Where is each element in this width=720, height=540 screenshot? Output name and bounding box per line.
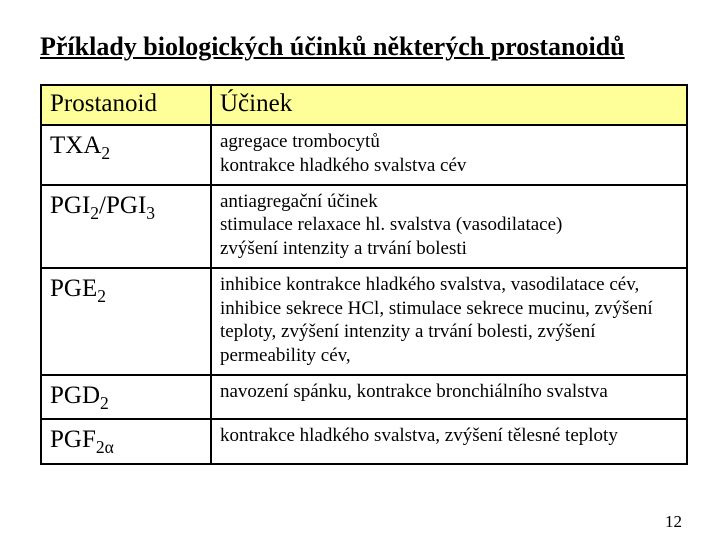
page-number: 12 xyxy=(665,512,682,532)
table-body: TXA2agregace trombocytůkontrakce hladkéh… xyxy=(41,125,687,464)
col-header-effect: Účinek xyxy=(211,85,687,125)
page-title: Příklady biologických účinků některých p… xyxy=(40,32,688,62)
prostanoid-cell: PGD2 xyxy=(41,375,211,420)
table-row: TXA2agregace trombocytůkontrakce hladkéh… xyxy=(41,125,687,185)
table-row: PGF2αkontrakce hladkého svalstva, zvýšen… xyxy=(41,419,687,464)
effect-cell: inhibice kontrakce hladkého svalstva, va… xyxy=(211,268,687,375)
prostanoid-cell: PGI2/PGI3 xyxy=(41,185,211,268)
prostanoid-cell: PGE2 xyxy=(41,268,211,375)
effect-cell: agregace trombocytůkontrakce hladkého sv… xyxy=(211,125,687,185)
table-row: PGE2inhibice kontrakce hladkého svalstva… xyxy=(41,268,687,375)
slide: Příklady biologických účinků některých p… xyxy=(0,0,720,465)
table-row: PGI2/PGI3antiagregační účinekstimulace r… xyxy=(41,185,687,268)
table-row: PGD2navození spánku, kontrakce bronchiál… xyxy=(41,375,687,420)
effect-cell: kontrakce hladkého svalstva, zvýšení těl… xyxy=(211,419,687,464)
effect-cell: antiagregační účinekstimulace relaxace h… xyxy=(211,185,687,268)
prostanoid-cell: TXA2 xyxy=(41,125,211,185)
table-header-row: Prostanoid Účinek xyxy=(41,85,687,125)
col-header-prostanoid: Prostanoid xyxy=(41,85,211,125)
prostanoid-table: Prostanoid Účinek TXA2agregace trombocyt… xyxy=(40,84,688,465)
effect-cell: navození spánku, kontrakce bronchiálního… xyxy=(211,375,687,420)
prostanoid-cell: PGF2α xyxy=(41,419,211,464)
